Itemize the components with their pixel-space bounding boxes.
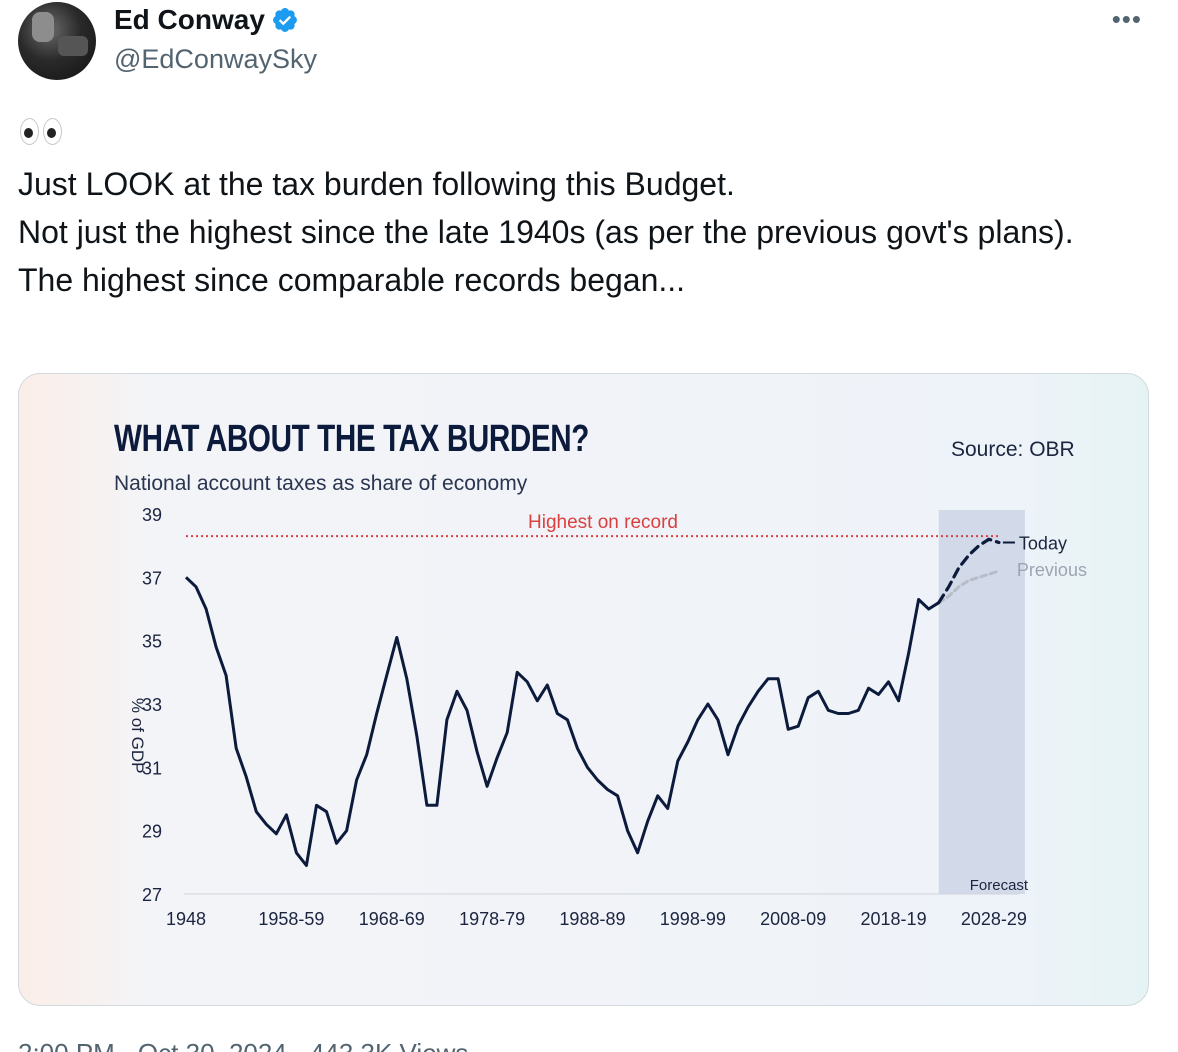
avatar[interactable] — [18, 2, 96, 80]
x-tick-label: 1988-89 — [559, 909, 625, 929]
verified-badge-icon[interactable] — [271, 6, 299, 34]
tax-burden-chart: 27 29 31 33 35 37 39 % of GDP 1948 1958-59 1968-69… — [128, 505, 1087, 929]
more-horizontal-icon[interactable]: ••• — [1111, 4, 1142, 34]
x-tick-label: 1948 — [166, 909, 206, 929]
highest-record-label: Highest on record — [528, 512, 678, 533]
series-today-line — [937, 537, 1001, 605]
y-tick-label: 29 — [142, 822, 162, 842]
x-tick-label: 2028-29 — [961, 909, 1027, 929]
tweet-line: Not just the highest since the late 1940… — [18, 214, 1074, 250]
tweet-media-chart[interactable]: WHAT ABOUT THE TAX BURDEN? National acco… — [18, 373, 1149, 1006]
x-tick-label: 1978-79 — [459, 909, 525, 929]
x-tick-label: 1968-69 — [359, 909, 425, 929]
x-tick-label: 2008-09 — [760, 909, 826, 929]
forecast-label: Forecast — [970, 877, 1029, 894]
x-tick-label: 1998-99 — [660, 909, 726, 929]
y-tick-label: 35 — [142, 632, 162, 652]
display-name[interactable]: Ed Conway — [114, 4, 265, 35]
tweet-timestamp[interactable]: 2:00 PM · Oct 30, 2024 · 443.3K Views — [18, 1038, 468, 1052]
eye-right-icon — [43, 118, 62, 145]
y-tick-label: 27 — [142, 885, 162, 905]
y-tick-label: 31 — [142, 758, 162, 778]
today-label: Today — [1019, 534, 1067, 554]
tweet-text: Just LOOK at the tax burden following th… — [18, 160, 1138, 304]
chart-source: Source: OBR — [951, 438, 1075, 461]
y-axis-label: % of GDP — [128, 698, 147, 774]
x-tick-label: 1958-59 — [258, 909, 324, 929]
eyes-emoji — [20, 118, 62, 145]
author-name-row: Ed Conway — [114, 4, 299, 36]
y-tick-label: 33 — [142, 695, 162, 715]
eye-left-icon — [20, 118, 39, 145]
series-previous-line — [937, 569, 1001, 605]
x-tick-label: 2018-19 — [861, 909, 927, 929]
author-handle[interactable]: @EdConwaySky — [114, 44, 317, 74]
y-tick-label: 39 — [142, 505, 162, 525]
y-tick-label: 37 — [142, 568, 162, 588]
tweet-header: Ed Conway @EdConwaySky ••• — [18, 0, 1160, 90]
previous-label: Previous — [1017, 560, 1087, 580]
forecast-band — [938, 510, 1025, 894]
chart-subtitle: National account taxes as share of econo… — [114, 472, 528, 495]
tweet-line: The highest since comparable records beg… — [18, 262, 686, 298]
tweet-line: Just LOOK at the tax burden following th… — [18, 166, 735, 202]
chart-title: WHAT ABOUT THE TAX BURDEN? — [114, 418, 590, 460]
series-historical-line — [184, 576, 940, 867]
